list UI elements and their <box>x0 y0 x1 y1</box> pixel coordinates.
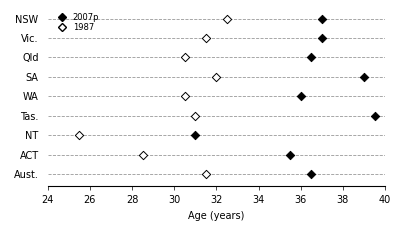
Point <box>192 134 198 137</box>
Point <box>181 95 188 98</box>
Point <box>213 75 220 79</box>
Point <box>181 56 188 59</box>
Legend: 2007p, 1987: 2007p, 1987 <box>52 11 101 34</box>
Point <box>308 56 314 59</box>
Point <box>287 153 293 157</box>
Point <box>139 153 146 157</box>
Point <box>202 36 209 40</box>
Point <box>224 17 230 20</box>
X-axis label: Age (years): Age (years) <box>188 211 245 221</box>
Point <box>308 173 314 176</box>
Point <box>192 114 198 118</box>
Point <box>76 134 83 137</box>
Point <box>297 95 304 98</box>
Point <box>202 173 209 176</box>
Point <box>319 17 325 20</box>
Point <box>319 36 325 40</box>
Point <box>361 75 367 79</box>
Point <box>371 114 378 118</box>
